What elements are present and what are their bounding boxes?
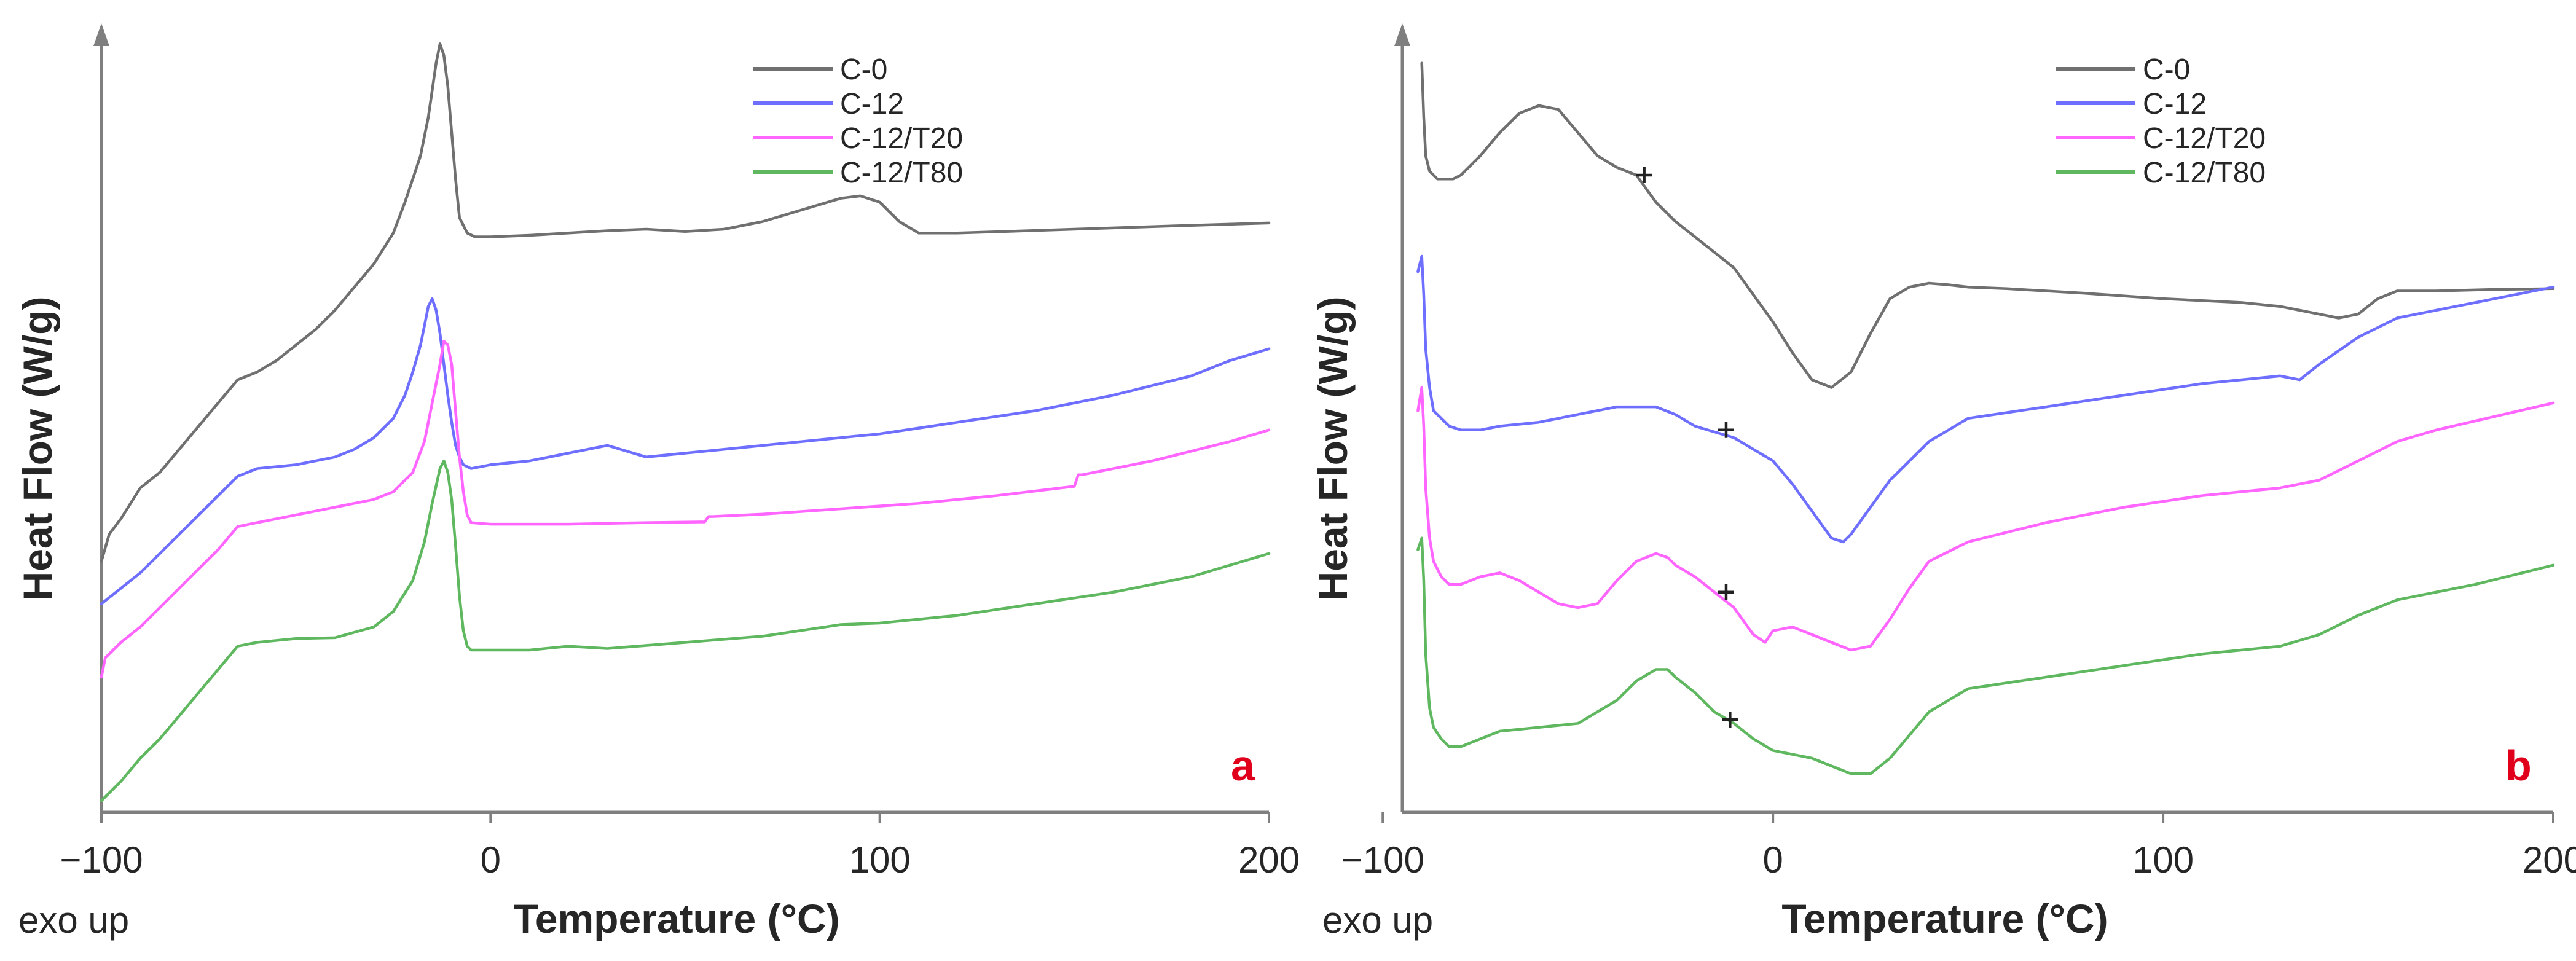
legend-label-a-c-0: C-0 — [840, 53, 887, 86]
series-line-b-c-12-t20 — [1416, 386, 2555, 652]
panel-a: Heat Flow (W/g) −100 0 100 200 Temperature … — [15, 23, 1300, 941]
series-line-a-c-12-t80 — [100, 459, 1271, 802]
exo-up-label-b: exo up — [1322, 900, 1433, 941]
x-tick-label-b--100: −100 — [1341, 839, 1424, 881]
series-group-a — [100, 42, 1271, 802]
panel-letter-b: b — [2505, 742, 2532, 790]
tg-markers-b — [1636, 167, 1738, 728]
legend-label-b-c-12-t20: C-12/T20 — [2143, 122, 2266, 155]
tg-marker-c-12-t20 — [1718, 584, 1734, 600]
series-line-a-c-12 — [100, 297, 1271, 605]
y-axis-arrow-b — [1394, 23, 1410, 46]
panel-letter-a: a — [1231, 742, 1255, 790]
legend-label-a-c-12: C-12 — [840, 88, 904, 120]
x-tick-label-a--100: −100 — [60, 839, 143, 881]
tg-marker-c-0 — [1636, 167, 1652, 183]
series-line-b-c-12 — [1416, 254, 2555, 544]
x-ticks-b: −100 0 100 200 — [1341, 812, 2576, 881]
x-axis-title-b: Temperature (°C) — [1781, 896, 2108, 941]
y-axis-title-b: Heat Flow (W/g) — [1310, 297, 1356, 601]
legend-label-b-c-12-t80: C-12/T80 — [2143, 157, 2266, 189]
legend-label-a-c-12-t80: C-12/T80 — [840, 157, 963, 189]
x-tick-label-b-100: 100 — [2132, 839, 2194, 881]
legend-label-a-c-12-t20: C-12/T20 — [840, 122, 963, 155]
series-group-b — [1416, 61, 2555, 775]
x-tick-label-a-200: 200 — [1238, 839, 1300, 881]
legend-label-b-c-0: C-0 — [2143, 53, 2190, 86]
series-line-a-c-12-t20 — [100, 339, 1271, 679]
y-axis-arrow-a — [93, 23, 109, 46]
series-line-b-c-12-t80 — [1416, 536, 2555, 775]
x-ticks-a: −100 0 100 200 — [60, 812, 1300, 881]
legend-label-b-c-12: C-12 — [2143, 88, 2207, 120]
y-axis-title-a: Heat Flow (W/g) — [15, 297, 60, 601]
tg-marker-c-12-t80 — [1722, 712, 1738, 728]
x-tick-label-b-200: 200 — [2523, 839, 2576, 881]
series-line-b-c-0 — [1420, 61, 2555, 389]
x-tick-label-a-0: 0 — [481, 839, 501, 881]
x-tick-label-a-100: 100 — [849, 839, 911, 881]
series-line-a-c-0 — [100, 42, 1271, 563]
tg-marker-c-12 — [1718, 422, 1734, 438]
exo-up-label-a: exo up — [18, 900, 129, 941]
x-axis-title-a: Temperature (°C) — [513, 896, 839, 941]
x-tick-label-b-0: 0 — [1762, 839, 1783, 881]
panel-b: Heat Flow (W/g) −100 0 100 200 Temperature … — [1310, 23, 2576, 941]
